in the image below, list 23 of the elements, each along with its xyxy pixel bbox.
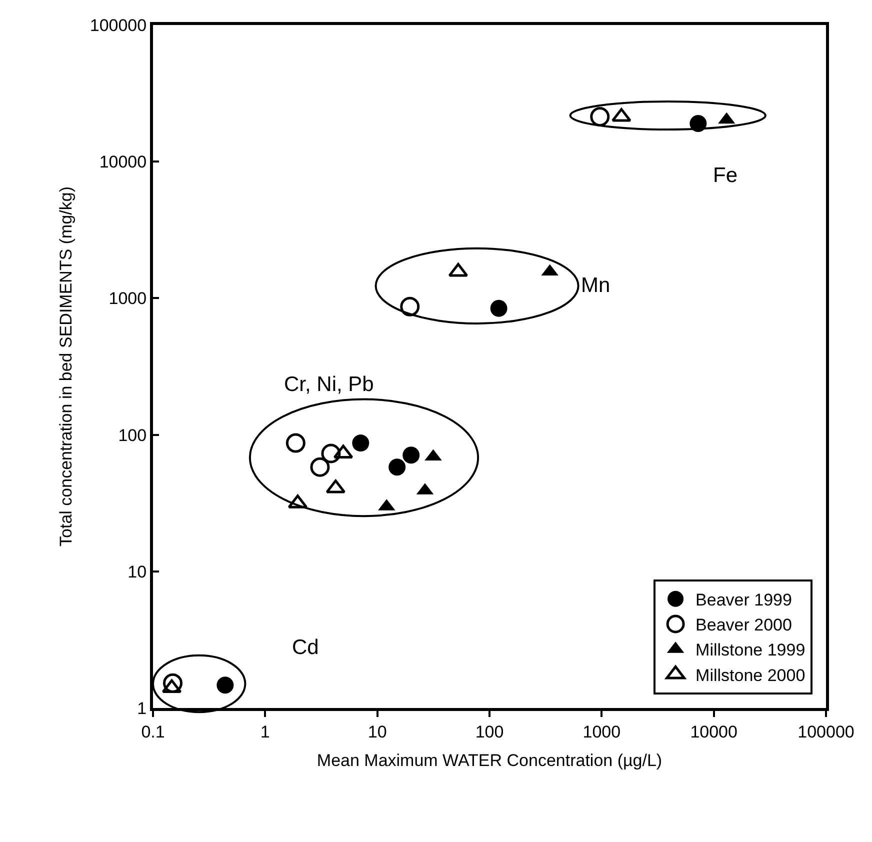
annotation: Cd (292, 636, 319, 659)
x-tick-label: 10 (368, 722, 387, 742)
y-tick-label: 10 (128, 562, 147, 582)
x-tick-label: 100 (475, 722, 504, 742)
annotation: Cr, Ni, Pb (284, 373, 374, 396)
x-tick-label: 1 (260, 722, 270, 742)
y-axis-title: Total concentration in bed SEDIMENTS (mg/kg) (56, 186, 76, 546)
y-tick-label: 1000 (108, 289, 147, 308)
y-tick-label: 100 (118, 426, 147, 445)
x-tick-label: 1000 (582, 722, 621, 742)
annotation: Fe (713, 164, 738, 187)
legend-label: Millstone 2000 (696, 666, 806, 685)
y-tick-label: 10000 (99, 152, 147, 172)
annotation: Mn (581, 274, 610, 297)
legend-label: Millstone 1999 (696, 640, 806, 660)
y-tick-label: 100000 (90, 16, 147, 35)
x-tick-label: 10000 (690, 722, 738, 742)
legend-label: Beaver 1999 (696, 590, 792, 610)
x-axis-title: Mean Maximum WATER Concentration (µg/L) (316, 750, 662, 770)
y-tick-label: 1 (137, 698, 147, 718)
legend-label: Beaver 2000 (696, 616, 792, 635)
x-tick-label: 0.1 (141, 722, 165, 742)
x-tick-label: 100000 (798, 722, 854, 742)
